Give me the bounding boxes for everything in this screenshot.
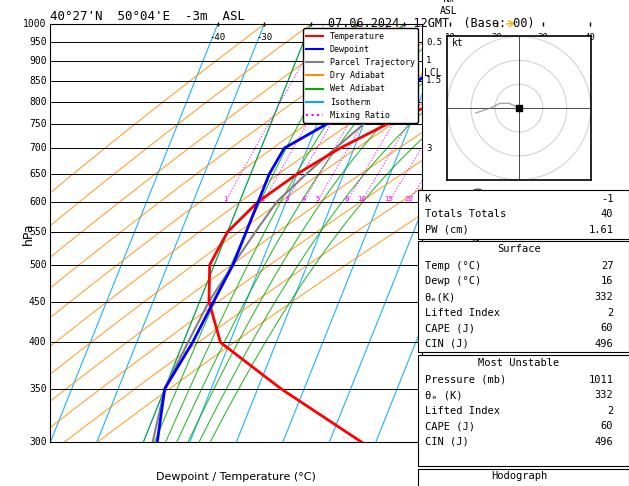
Text: 2: 2 bbox=[261, 196, 265, 202]
Text: 40: 40 bbox=[584, 33, 595, 42]
Text: Dewp (°C): Dewp (°C) bbox=[425, 277, 481, 286]
Text: 60: 60 bbox=[601, 421, 613, 431]
Text: 60: 60 bbox=[601, 323, 613, 333]
Text: 300: 300 bbox=[29, 437, 47, 447]
Text: 15: 15 bbox=[384, 196, 393, 202]
Text: 0: 0 bbox=[401, 33, 406, 42]
Text: CAPE (J): CAPE (J) bbox=[425, 323, 474, 333]
Text: 10: 10 bbox=[445, 33, 455, 42]
Text: 6: 6 bbox=[426, 297, 431, 306]
Text: Dewpoint / Temperature (°C): Dewpoint / Temperature (°C) bbox=[157, 471, 316, 482]
Text: Pressure (mb): Pressure (mb) bbox=[425, 375, 506, 384]
Text: 800: 800 bbox=[29, 97, 47, 107]
Text: 1: 1 bbox=[426, 56, 431, 66]
Text: Mixing Ratio (g/kg): Mixing Ratio (g/kg) bbox=[474, 187, 484, 279]
Text: -40: -40 bbox=[209, 33, 226, 42]
Text: 2: 2 bbox=[607, 406, 613, 416]
Text: 1: 1 bbox=[223, 196, 228, 202]
Text: 9: 9 bbox=[426, 438, 431, 447]
Text: LCL: LCL bbox=[424, 68, 442, 78]
Text: 3: 3 bbox=[284, 196, 289, 202]
Text: 1.5: 1.5 bbox=[426, 76, 442, 85]
Text: -1: -1 bbox=[601, 194, 613, 204]
Text: 496: 496 bbox=[594, 437, 613, 447]
Text: 900: 900 bbox=[29, 56, 47, 66]
Text: hPa: hPa bbox=[21, 222, 35, 244]
Text: CAPE (J): CAPE (J) bbox=[425, 421, 474, 431]
Text: 16: 16 bbox=[601, 277, 613, 286]
Text: 750: 750 bbox=[29, 119, 47, 129]
Text: 40°27'N  50°04'E  -3m  ASL: 40°27'N 50°04'E -3m ASL bbox=[50, 10, 245, 23]
Text: Temp (°C): Temp (°C) bbox=[425, 261, 481, 271]
Text: -20: -20 bbox=[303, 33, 319, 42]
Text: 850: 850 bbox=[29, 76, 47, 86]
Text: θₑ (K): θₑ (K) bbox=[425, 390, 462, 400]
Text: 550: 550 bbox=[29, 227, 47, 237]
Text: 332: 332 bbox=[594, 390, 613, 400]
Text: -10: -10 bbox=[349, 33, 365, 42]
Text: PW (cm): PW (cm) bbox=[425, 225, 469, 235]
Text: km
ASL: km ASL bbox=[440, 0, 457, 16]
Text: Lifted Index: Lifted Index bbox=[425, 308, 499, 317]
Text: 20: 20 bbox=[491, 33, 502, 42]
Text: 4.5: 4.5 bbox=[426, 197, 442, 206]
Text: Lifted Index: Lifted Index bbox=[425, 406, 499, 416]
Text: 400: 400 bbox=[29, 337, 47, 347]
Text: Totals Totals: Totals Totals bbox=[425, 209, 506, 219]
Text: 350: 350 bbox=[29, 384, 47, 394]
Text: kt: kt bbox=[452, 38, 464, 48]
Text: 40: 40 bbox=[601, 209, 613, 219]
Text: K: K bbox=[425, 194, 431, 204]
Text: Most Unstable: Most Unstable bbox=[478, 358, 560, 367]
Text: 2: 2 bbox=[607, 308, 613, 317]
Text: 4: 4 bbox=[301, 196, 306, 202]
Text: Hodograph: Hodograph bbox=[491, 471, 547, 481]
Text: 950: 950 bbox=[29, 37, 47, 47]
Text: 30: 30 bbox=[538, 33, 548, 42]
Text: 496: 496 bbox=[594, 339, 613, 348]
Text: -30: -30 bbox=[256, 33, 272, 42]
Text: 3: 3 bbox=[426, 144, 431, 153]
Text: CIN (J): CIN (J) bbox=[425, 437, 469, 447]
Text: 10: 10 bbox=[357, 196, 366, 202]
Text: 5.5: 5.5 bbox=[426, 260, 442, 269]
Text: 27: 27 bbox=[601, 261, 613, 271]
Text: 332: 332 bbox=[594, 292, 613, 302]
Text: 1000: 1000 bbox=[23, 19, 47, 29]
Text: 5: 5 bbox=[426, 227, 431, 236]
Text: CIN (J): CIN (J) bbox=[425, 339, 469, 348]
Text: 450: 450 bbox=[29, 296, 47, 307]
Text: 500: 500 bbox=[29, 260, 47, 270]
Text: 0.5: 0.5 bbox=[426, 37, 442, 47]
Text: 600: 600 bbox=[29, 197, 47, 207]
Text: 1011: 1011 bbox=[588, 375, 613, 384]
Text: 5: 5 bbox=[315, 196, 320, 202]
Text: Surface: Surface bbox=[497, 244, 541, 254]
Text: 07.06.2024  12GMT  (Base: 00): 07.06.2024 12GMT (Base: 00) bbox=[328, 17, 534, 30]
Text: 25: 25 bbox=[421, 196, 430, 202]
Text: 8: 8 bbox=[345, 196, 349, 202]
Text: 20: 20 bbox=[404, 196, 413, 202]
Text: 7: 7 bbox=[426, 338, 431, 347]
Legend: Temperature, Dewpoint, Parcel Trajectory, Dry Adiabat, Wet Adiabat, Isotherm, Mi: Temperature, Dewpoint, Parcel Trajectory… bbox=[303, 29, 418, 123]
Text: 1.61: 1.61 bbox=[588, 225, 613, 235]
Text: 700: 700 bbox=[29, 143, 47, 153]
Text: 650: 650 bbox=[29, 169, 47, 179]
Text: θₑ(K): θₑ(K) bbox=[425, 292, 456, 302]
Text: 8: 8 bbox=[426, 384, 431, 393]
